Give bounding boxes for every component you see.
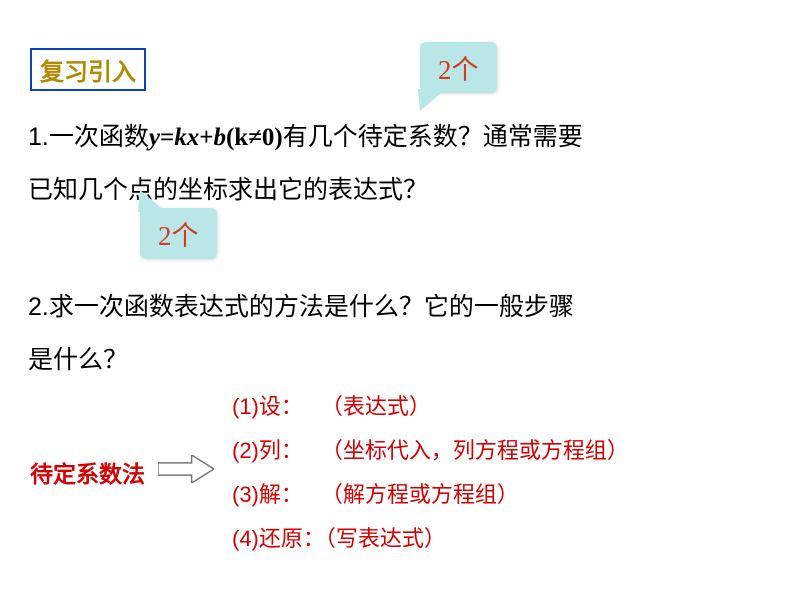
step-3-num: (3): [232, 482, 259, 507]
step-row-2: (2)列： （坐标代入，列方程或方程组）: [232, 429, 629, 473]
step-row-4: (4)还原：（写表达式）: [232, 517, 629, 561]
q2-prefix: 2.: [28, 293, 49, 321]
step-1-name: 设：: [259, 394, 303, 419]
question-2: 2.求一次函数表达式的方法是什么？它的一般步骤 是什么？: [28, 290, 574, 378]
question-1: 1.一次函数y=kx+b(k≠0)有几个待定系数？通常需要 已知几个点的坐标求出…: [28, 120, 583, 208]
steps-list: (1)设： （表达式） (2)列： （坐标代入，列方程或方程组） (3)解： （解方程…: [232, 385, 629, 561]
q1-formula-cond: (k≠0): [226, 124, 283, 151]
step-row-1: (1)设： （表达式）: [232, 385, 629, 429]
arrow-icon: [158, 455, 214, 488]
question-2-line-1: 2.求一次函数表达式的方法是什么？它的一般步骤: [28, 290, 574, 325]
question-1-line-2: 已知几个点的坐标求出它的表达式？: [28, 173, 583, 208]
q1-formula: y=kx+b: [149, 124, 226, 151]
q1-text-b: 有几个待定系数？通常需要: [283, 123, 583, 151]
step-3-name: 解：: [259, 482, 303, 507]
method-label-text: 待定系数法: [30, 461, 145, 487]
step-2-name: 列：: [259, 438, 303, 463]
step-2-num: (2): [232, 438, 259, 463]
section-title-box: 复习引入: [30, 48, 146, 91]
step-4-desc: （写表达式）: [325, 526, 446, 551]
callout-mid-text: 2个: [158, 221, 199, 251]
callout-top-text: 2个: [438, 55, 479, 85]
step-3-desc: （解方程或方程组）: [321, 482, 519, 507]
step-row-3: (3)解： （解方程或方程组）: [232, 473, 629, 517]
step-2-desc: （坐标代入，列方程或方程组）: [321, 438, 629, 463]
step-1-desc: （表达式）: [321, 394, 431, 419]
callout-top: 2个: [420, 42, 497, 93]
step-1-num: (1): [232, 394, 259, 419]
method-label: 待定系数法: [30, 455, 145, 489]
callout-top-tail: [410, 89, 446, 111]
question-1-line-1: 1.一次函数y=kx+b(k≠0)有几个待定系数？通常需要: [28, 120, 583, 155]
callout-top-bubble: 2个: [420, 42, 497, 93]
callout-mid: 2个: [140, 208, 217, 259]
step-4-num: (4): [232, 526, 259, 551]
callout-mid-bubble: 2个: [140, 208, 217, 259]
question-2-line-2: 是什么？: [28, 343, 574, 378]
step-4-name: 还原：: [259, 526, 325, 551]
q1-text-a: 一次函数: [49, 123, 149, 151]
q2-text-a: 求一次函数表达式的方法是什么？它的一般步骤: [49, 293, 574, 321]
q1-prefix: 1.: [28, 123, 49, 151]
section-title-text: 复习引入: [40, 60, 136, 86]
